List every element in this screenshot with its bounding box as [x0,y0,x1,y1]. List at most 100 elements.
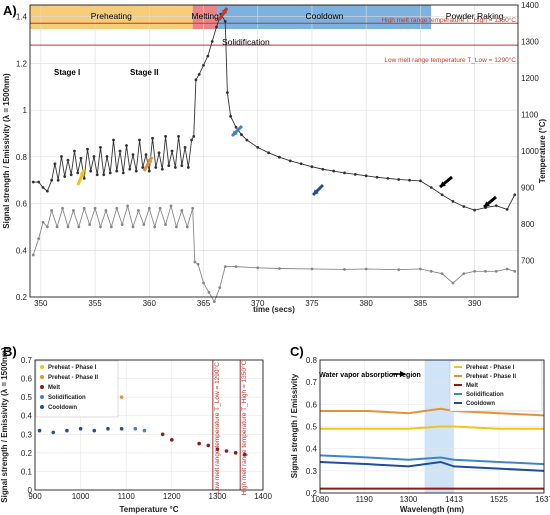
b-legend-label-4: Cooldown [48,405,77,411]
a-y2tick-1: 800 [521,220,535,229]
b-series-1-point [119,395,124,399]
c-ytick-2: 0.4 [306,445,318,454]
a-y2tick-2: 900 [521,184,535,193]
a-series-0-point [63,175,67,178]
a-series-0-point [190,138,193,142]
a-series-1-point [147,206,151,210]
a-series-line-1 [32,204,515,303]
a-series-1-point [37,237,41,241]
panel-c-ylabel: Signal strength / Emissivity [290,373,299,478]
c-ytick-4: 0.6 [306,400,318,409]
a-y2tick-5: 1200 [521,74,539,83]
a-series-0-point [197,72,201,76]
a-xtick-2: 360 [143,299,157,308]
a-series-1-point [513,269,517,273]
c-series-line-4 [319,460,545,472]
b-series-2-point [206,443,211,448]
a-series-1-point [31,253,35,257]
a-series-0-point [121,171,125,175]
a-series-0-point [267,151,270,155]
panel-c-xlabel: Wavelength (nm) [400,505,464,514]
a-series-1-point [223,265,227,269]
a-series-1-point [109,225,113,229]
yellow-arrow-head [79,170,85,176]
b-series-4-point [92,428,97,433]
panel-b-ylabel: Signal strength / Emissivity (λ = 1500nm… [0,347,9,503]
a-series-0-point [332,169,336,173]
a-xtick-6: 380 [359,299,373,308]
a-y2tick-7: 1400 [521,1,539,10]
panel-c-legend-box [449,360,543,412]
a-series-0-point [102,173,106,177]
blue-arrow-2-head [313,189,319,195]
c-legend-label-2: Melt [466,383,478,389]
a-series-1-point [419,267,422,271]
a-series-0-point [180,164,184,168]
a-xtick-0: 350 [34,299,48,308]
b-legend-label-2: Melt [48,385,60,391]
a-series-0-point [45,189,49,193]
a-series-0-point [183,145,187,149]
c-series-line-1 [320,407,545,417]
a-series-0-point [451,199,455,203]
panel-a-label: A) [3,3,17,18]
a-xtick-1: 355 [88,299,102,308]
c-legend-label-3: Solidification [466,392,504,398]
a-series-0-point [105,155,109,158]
a-series-0-point [151,136,154,140]
a-ytick-0: 0.2 [16,293,28,302]
b-ytick-3: 0.3 [21,430,33,439]
a-series-1-point [397,268,401,272]
a-series-0-point [206,54,210,58]
a-series-0-point [144,153,148,157]
a-series-0-point [41,186,45,189]
a-series-0-point [386,176,390,180]
a-series-0-point [408,178,411,182]
b-legend-marker-0 [40,365,44,369]
a-xtick-5: 375 [305,299,319,308]
a-series-0-point [170,149,174,153]
a-series-1-point [212,300,216,304]
c-ytick-6: 0.8 [306,356,318,365]
b-ytick-7: 0.7 [21,356,33,365]
stage-1-label: Stage I [54,68,80,77]
a-series-0-point [343,171,346,175]
a-series-1-point [364,267,368,271]
a-series-0-point [115,169,119,173]
phase-label-cooldown: Cooldown [306,11,344,21]
c-legend-label-4: Cooldown [466,401,495,407]
a-series-0-point [225,91,229,94]
b-xtick-2: 1100 [118,492,136,501]
a-series-0-point [234,125,238,129]
a-series-0-point [125,144,128,147]
a-series-0-point [397,178,401,181]
a-ytick-6: 1.4 [16,13,28,22]
a-y2tick-0: 700 [521,257,535,266]
blue-arrow-1-head [232,130,238,136]
b-vline-label-1: High melt range temperature T_High = 135… [240,360,248,495]
a-ytick-1: 0.4 [16,246,28,255]
a-series-0-point [256,145,260,149]
a-series-0-point [513,193,517,197]
a-series-0-point [108,171,112,175]
b-legend-label-3: Solidification [48,395,86,401]
a-series-0-point [147,169,151,173]
c-legend-label-0: Preheat - Phase I [466,365,515,371]
a-series-1-point [185,225,189,229]
phase-band-1 [192,5,218,29]
b-legend-marker-3 [40,395,44,399]
a-series-1-point [120,223,124,226]
a-series-0-point [186,166,190,169]
a-series-0-point [128,167,132,171]
red-arrow-head [221,8,227,14]
b-series-2-point [170,438,174,442]
high-melt-label: High melt range temperature T_High = 135… [381,16,516,24]
b-xtick-1: 1000 [72,492,90,501]
a-series-1-point [440,272,444,276]
a-series-0-point [505,208,509,211]
c-series-line-3 [319,454,545,466]
a-series-0-point [89,169,93,173]
a-series-1-point [45,225,49,229]
a-series-1-point [278,267,281,270]
b-series-4-point [106,426,110,431]
